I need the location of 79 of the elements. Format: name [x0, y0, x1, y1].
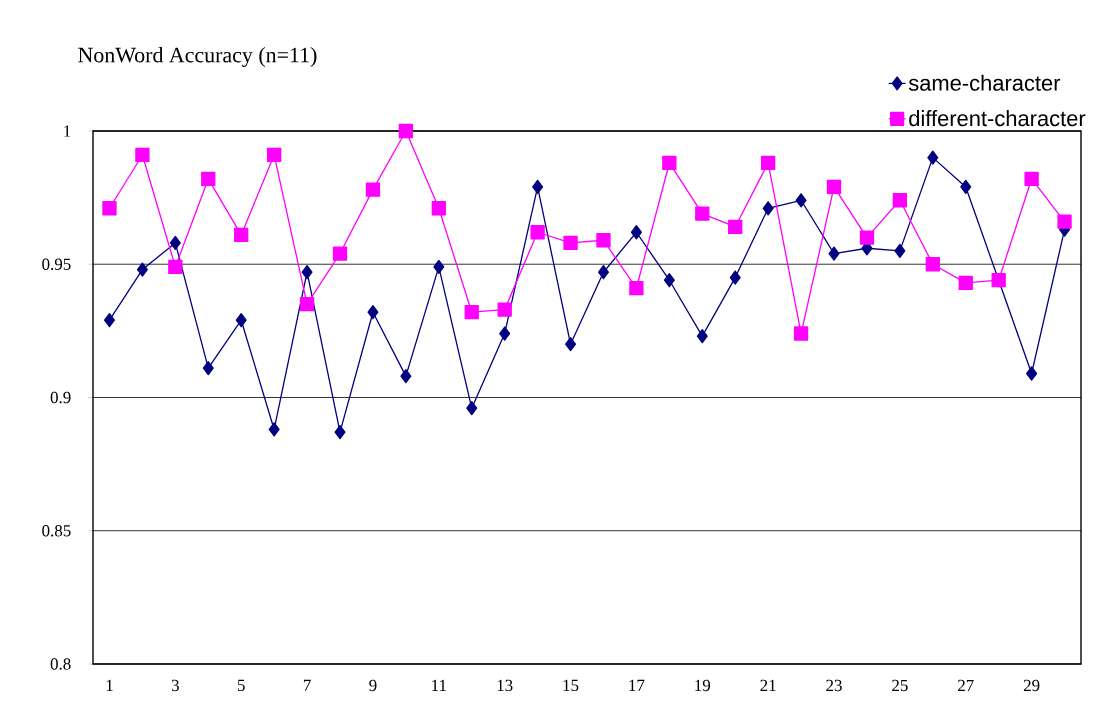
- y-tick-label: 0.95: [42, 258, 71, 270]
- point: [201, 171, 216, 187]
- point: [795, 193, 807, 208]
- x-tick-label: 5: [237, 679, 245, 692]
- x-tick-label: 7: [303, 679, 311, 691]
- point: [268, 422, 280, 437]
- point: [695, 206, 710, 221]
- y-tick-label: 0.8: [50, 658, 71, 670]
- point: [499, 326, 511, 341]
- point: [466, 401, 478, 416]
- x-tick-label: 25: [892, 679, 908, 692]
- point: [662, 155, 677, 171]
- point: [630, 225, 642, 240]
- point: [332, 246, 348, 261]
- point: [596, 233, 611, 248]
- point: [728, 219, 743, 235]
- x-tick-label: 9: [369, 679, 377, 692]
- y-tick-label: 0.9: [50, 391, 71, 404]
- point: [892, 193, 908, 208]
- point: [135, 147, 150, 163]
- point: [497, 302, 512, 317]
- x-tick-label: 1: [106, 679, 113, 691]
- point: [696, 329, 708, 344]
- point: [299, 297, 315, 312]
- x-tick-label: 15: [563, 679, 579, 692]
- point: [828, 246, 840, 261]
- point: [464, 305, 479, 320]
- point: [729, 270, 741, 285]
- point: [565, 337, 577, 352]
- point: [629, 281, 644, 296]
- point: [398, 123, 414, 139]
- point: [530, 225, 545, 240]
- x-tick-label: 29: [1023, 679, 1040, 692]
- x-tick-label: 13: [497, 679, 513, 692]
- point: [1024, 171, 1039, 187]
- point: [367, 305, 379, 320]
- point: [400, 369, 412, 384]
- point: [597, 265, 609, 280]
- point: [235, 313, 247, 328]
- point: [334, 424, 346, 440]
- y-tick-label: 0.85: [42, 524, 71, 537]
- x-tick-label: 23: [826, 679, 842, 692]
- point: [168, 259, 183, 275]
- point: [102, 201, 117, 216]
- point: [136, 262, 148, 277]
- point: [1026, 366, 1038, 381]
- point: [234, 227, 249, 243]
- y-tick-label: 1: [64, 125, 71, 137]
- x-tick-label: 11: [432, 679, 446, 691]
- point: [927, 150, 939, 165]
- point: [202, 361, 214, 376]
- point: [433, 259, 445, 275]
- x-tick-label: 27: [958, 679, 974, 691]
- point: [301, 265, 313, 280]
- point: [793, 326, 809, 341]
- point: [826, 179, 842, 195]
- point: [960, 179, 972, 195]
- x-tick-label: 17: [629, 679, 645, 691]
- point: [1057, 214, 1072, 229]
- point: [925, 257, 940, 272]
- x-tick-label: 19: [695, 679, 711, 692]
- point: [169, 235, 181, 251]
- point: [958, 275, 973, 291]
- point: [859, 230, 875, 245]
- point: [762, 201, 774, 216]
- legend-label: same-character: [908, 74, 1061, 91]
- point: [266, 147, 282, 163]
- point: [563, 235, 578, 251]
- point: [894, 243, 906, 259]
- point: [760, 155, 776, 171]
- chart-title: NonWord Accuracy (n=11): [78, 47, 317, 67]
- x-tick-label: 21: [760, 679, 776, 691]
- x-tick-label: 3: [171, 679, 179, 692]
- point: [532, 179, 544, 195]
- point: [431, 201, 446, 216]
- legend-label: different-character: [909, 110, 1086, 127]
- point: [663, 273, 675, 288]
- point: [103, 313, 115, 328]
- point: [365, 182, 381, 197]
